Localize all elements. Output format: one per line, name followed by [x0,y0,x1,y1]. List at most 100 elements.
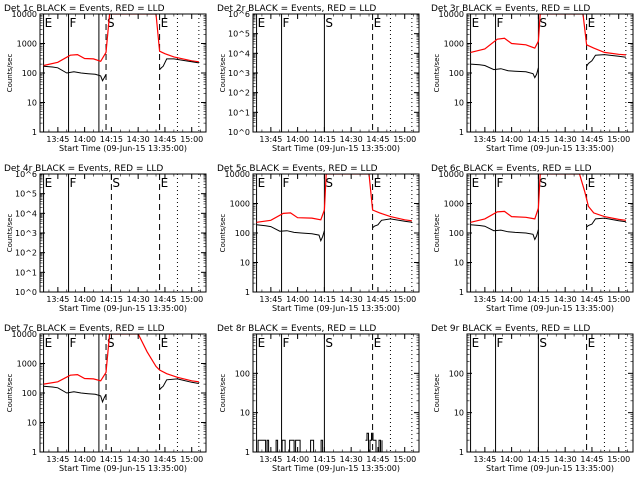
marker-label: F [70,336,77,350]
x-axis-label: Start Time (09-Jun-15 13:35:00) [486,144,614,153]
series-line-events [470,63,539,79]
x-tick-label: 14:30 [127,135,150,144]
y-tick-label: 10000 [12,330,37,339]
plot-frame [39,13,207,133]
series-line-events [159,58,199,70]
x-axis-label: Start Time (09-Jun-15 13:35:00) [59,304,187,313]
panel-title: Det 5c BLACK = Events, RED = LLD [217,164,378,174]
x-tick-label: 14:00 [286,295,309,304]
y-tick-label: 10^6 [228,10,250,19]
series-line-events [372,218,412,229]
x-tick-label: 14:15 [100,135,123,144]
y-tick-label: 10 [240,259,250,268]
x-tick-label: 14:45 [366,295,389,304]
x-tick-label: 15:00 [180,135,203,144]
y-tick-label: 10^1 [228,108,250,117]
marker-label: S [539,176,547,190]
marker-label: F [283,176,290,190]
x-tick-label: 13:45 [473,135,496,144]
x-tick-label: 13:45 [259,135,282,144]
x-tick-label: 14:30 [127,455,150,464]
panel-title: Det 2r BLACK = Events, RED = LLD [217,4,376,14]
y-tick-label: 10^0 [228,128,250,137]
x-tick-label: 13:45 [473,455,496,464]
series-line-lld [43,334,199,385]
y-tick-label: 10^2 [15,249,37,258]
y-tick-label: 10000 [12,10,37,19]
marker-label: E [258,336,266,350]
y-tick-label: 100 [22,389,37,398]
x-tick-label: 15:00 [393,135,416,144]
x-tick-label: 15:00 [180,295,203,304]
y-tick-label: 10000 [439,10,464,19]
y-tick-label: 10^2 [228,89,250,98]
x-tick-label: 14:15 [527,295,550,304]
panel-title: Det 1c BLACK = Events, RED = LLD [4,4,165,14]
series-line-events [586,54,626,67]
marker-label: E [472,16,480,30]
x-tick-label: 14:15 [527,455,550,464]
x-tick-label: 14:45 [366,135,389,144]
x-tick-label: 14:00 [500,135,523,144]
y-axis-label: Counts/sec [6,214,14,253]
panel-title: Det 7c BLACK = Events, RED = LLD [4,324,165,334]
y-tick-label: 1 [459,448,464,457]
y-tick-label: 1 [245,448,250,457]
plot-frame [466,333,634,453]
y-tick-label: 10 [454,99,464,108]
detector-panel: Det 2r BLACK = Events, RED = LLD E F S E 10^0… [217,4,420,153]
y-tick-label: 100 [449,369,464,378]
y-tick-label: 10^5 [15,190,37,199]
y-tick-label: 1 [459,288,464,297]
y-tick-label: 10^4 [15,209,37,218]
panel-title: Det 6c BLACK = Events, RED = LLD [431,164,592,174]
x-tick-label: 13:45 [259,295,282,304]
series-line-lld [470,14,626,56]
y-tick-label: 10^3 [228,69,250,78]
x-tick-label: 15:00 [607,295,630,304]
x-axis-label: Start Time (09-Jun-15 13:35:00) [272,144,400,153]
x-tick-label: 13:45 [46,135,69,144]
marker-label: E [45,176,53,190]
x-tick-label: 14:00 [500,295,523,304]
series-line-lld [470,174,626,223]
y-axis-label: Counts/sec [433,374,441,413]
x-tick-label: 14:00 [73,455,96,464]
x-tick-label: 14:00 [73,135,96,144]
plot-frame [39,333,207,453]
series-line-events [586,217,626,228]
series-line-events [43,65,107,82]
y-tick-label: 100 [22,69,37,78]
detector-panel: Det 1c BLACK = Events, RED = LLD E F S E 1 10 1… [4,4,207,153]
detector-panel: Det 5c BLACK = Events, RED = LLD E F S E 1 10 1… [217,164,420,313]
x-axis-label: Start Time (09-Jun-15 13:35:00) [59,144,187,153]
y-axis-label: Counts/sec [219,54,227,93]
marker-label: S [107,16,115,30]
marker-label: E [472,336,480,350]
series-line-events [159,378,199,390]
y-tick-label: 10^3 [15,229,37,238]
marker-label: F [70,16,77,30]
x-tick-label: 14:00 [286,135,309,144]
x-tick-label: 13:45 [259,455,282,464]
x-tick-label: 14:30 [554,135,577,144]
marker-label: S [539,16,547,30]
y-tick-label: 1 [245,288,250,297]
marker-label: E [161,176,169,190]
y-tick-label: 10^5 [228,30,250,39]
x-tick-label: 15:00 [393,295,416,304]
marker-label: F [283,336,290,350]
plot-frame [252,13,420,133]
series-line-events [256,224,325,243]
x-tick-label: 14:30 [340,295,363,304]
y-tick-label: 10 [454,259,464,268]
marker-label: E [161,336,169,350]
marker-label: E [258,176,266,190]
x-tick-label: 15:00 [393,455,416,464]
y-tick-label: 100 [449,69,464,78]
marker-label: E [258,16,266,30]
x-tick-label: 14:15 [100,295,123,304]
detector-panel: Det 4r BLACK = Events, RED = LLD E F S E 10^0… [4,164,207,313]
y-tick-label: 100 [235,229,250,238]
